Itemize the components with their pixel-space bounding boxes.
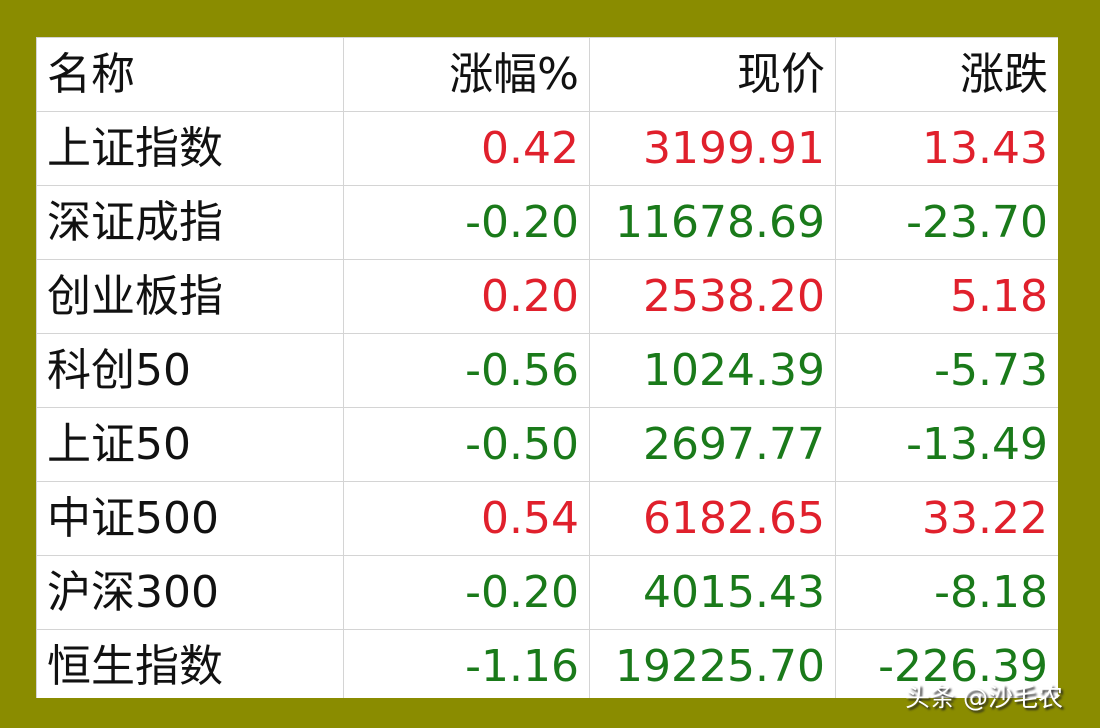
cell-pct: 0.42 xyxy=(343,111,590,186)
table-row: 深证成指 -0.20 11678.69 -23.70 xyxy=(36,185,1058,260)
cell-change: -5.73 xyxy=(835,333,1058,408)
cell-name: 沪深300 xyxy=(36,555,344,630)
cell-name: 上证50 xyxy=(36,407,344,482)
header-change: 涨跌 xyxy=(835,37,1058,112)
table-row: 沪深300 -0.20 4015.43 -8.18 xyxy=(36,555,1058,630)
table-row: 上证50 -0.50 2697.77 -13.49 xyxy=(36,407,1058,482)
cell-change: -23.70 xyxy=(835,185,1058,260)
cell-pct: 0.20 xyxy=(343,259,590,334)
cell-name: 深证成指 xyxy=(36,185,344,260)
watermark: 头条 @沙毛农 xyxy=(905,683,1063,712)
table-row: 中证500 0.54 6182.65 33.22 xyxy=(36,481,1058,556)
cell-change: 13.43 xyxy=(835,111,1058,186)
cell-price: 11678.69 xyxy=(589,185,836,260)
table-row: 创业板指 0.20 2538.20 5.18 xyxy=(36,259,1058,334)
cell-price: 6182.65 xyxy=(589,481,836,556)
cell-name: 恒生指数 xyxy=(36,629,344,698)
cell-name: 科创50 xyxy=(36,333,344,408)
cell-change: -8.18 xyxy=(835,555,1058,630)
table-row: 上证指数 0.42 3199.91 13.43 xyxy=(36,111,1058,186)
cell-price: 2538.20 xyxy=(589,259,836,334)
cell-change: 5.18 xyxy=(835,259,1058,334)
header-price: 现价 xyxy=(589,37,836,112)
cell-change: -226.39 xyxy=(835,629,1058,698)
cell-price: 4015.43 xyxy=(589,555,836,630)
cell-name: 创业板指 xyxy=(36,259,344,334)
cell-price: 2697.77 xyxy=(589,407,836,482)
header-pct: 涨幅% xyxy=(343,37,590,112)
cell-pct: -1.16 xyxy=(343,629,590,698)
cell-price: 19225.70 xyxy=(589,629,836,698)
cell-price: 1024.39 xyxy=(589,333,836,408)
table-row: 恒生指数 -1.16 19225.70 -226.39 xyxy=(36,629,1058,698)
header-row: 名称 涨幅% 现价 涨跌 xyxy=(36,37,1058,112)
cell-change: -13.49 xyxy=(835,407,1058,482)
cell-pct: -0.56 xyxy=(343,333,590,408)
index-quote-table: 名称 涨幅% 现价 涨跌 上证指数 0.42 3199.91 13.43 深证成指 -0.… xyxy=(36,37,1058,698)
table-row: 科创50 -0.56 1024.39 -5.73 xyxy=(36,333,1058,408)
cell-pct: 0.54 xyxy=(343,481,590,556)
cell-pct: -0.20 xyxy=(343,555,590,630)
header-name: 名称 xyxy=(36,37,344,112)
cell-name: 中证500 xyxy=(36,481,344,556)
cell-name: 上证指数 xyxy=(36,111,344,186)
cell-change: 33.22 xyxy=(835,481,1058,556)
cell-price: 3199.91 xyxy=(589,111,836,186)
cell-pct: -0.20 xyxy=(343,185,590,260)
cell-pct: -0.50 xyxy=(343,407,590,482)
